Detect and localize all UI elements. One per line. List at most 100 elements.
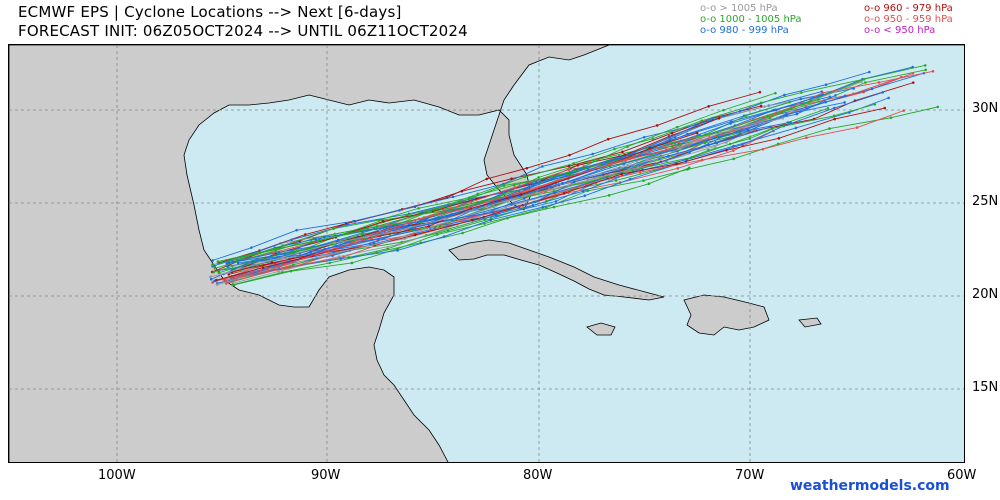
map-title-line-1: ECMWF EPS | Cyclone Locations --> Next [… [18, 3, 402, 21]
track-point [670, 144, 674, 148]
track-point [476, 192, 480, 196]
track-point [586, 178, 590, 182]
track-point [687, 166, 691, 170]
legend-label: < 950 hPa [883, 25, 936, 36]
track-point [769, 125, 773, 129]
track-point [732, 157, 736, 161]
track-point [323, 247, 327, 251]
lon-label-100w: 100W [98, 468, 136, 483]
track-point [758, 90, 762, 94]
track-point [266, 269, 270, 273]
track-point [642, 135, 646, 139]
ensemble-track [233, 97, 889, 280]
track-point [759, 104, 763, 108]
track-point [843, 94, 847, 98]
track-point [744, 114, 748, 117]
track-point [219, 272, 223, 276]
track-point [552, 205, 556, 209]
track-point [384, 240, 388, 244]
track-point [826, 107, 830, 110]
track-point [873, 102, 877, 106]
track-point [535, 191, 538, 195]
track-point [281, 271, 284, 274]
track-point [513, 186, 517, 189]
track-point [333, 241, 336, 245]
track-point [396, 249, 399, 252]
track-point [783, 93, 786, 97]
track-point [799, 97, 803, 101]
track-point [761, 147, 765, 151]
track-point [350, 261, 354, 265]
track-point [828, 127, 831, 130]
track-point [692, 136, 696, 139]
track-point [795, 112, 799, 116]
track-point [631, 168, 634, 172]
track-point [648, 146, 652, 150]
track-point [370, 236, 374, 240]
track-point [479, 201, 483, 204]
legend-item-1000-1005: o-o 1000 - 1005 hPa [700, 14, 802, 25]
track-point [707, 105, 711, 108]
land-jamaica [586, 322, 616, 336]
ensemble-track [220, 117, 783, 275]
track-point [211, 263, 214, 267]
track-point [852, 92, 855, 96]
track-point [863, 81, 867, 84]
track-point [467, 206, 471, 209]
track-point [435, 233, 439, 236]
land-north-america [9, 45, 964, 462]
track-point [531, 204, 535, 207]
track-point [442, 235, 446, 238]
track-point [451, 195, 455, 199]
credit-watermark[interactable]: weathermodels.com [790, 478, 950, 494]
track-point [532, 183, 535, 186]
ensemble-track [228, 82, 914, 275]
map-panel[interactable] [8, 44, 965, 463]
track-point [450, 218, 454, 221]
legend-symbol: o-o [864, 25, 881, 36]
track-point [766, 114, 770, 118]
track-point [576, 163, 580, 167]
track-point [573, 169, 577, 173]
track-point [887, 96, 890, 100]
lon-label-70w: 70W [735, 468, 765, 483]
track-point [648, 149, 651, 153]
legend-symbol: o-o [864, 3, 881, 14]
track-point [728, 142, 732, 146]
legend-item-960-979: o-o 960 - 979 hPa [864, 3, 953, 14]
track-point [676, 167, 680, 170]
track-point [375, 224, 379, 228]
track-point [390, 230, 393, 234]
track-point [642, 179, 645, 182]
track-point [227, 261, 231, 265]
track-point [763, 105, 766, 108]
track-point [224, 282, 228, 285]
track-point [512, 183, 516, 187]
track-point [567, 164, 571, 168]
track-point [670, 131, 674, 135]
track-point [561, 181, 564, 185]
track-point [568, 153, 571, 157]
track-point [703, 141, 707, 145]
cyclone-track-map [9, 45, 964, 462]
track-point [618, 156, 622, 160]
track-point [397, 243, 401, 246]
track-point [225, 262, 229, 265]
track-point [310, 252, 313, 255]
track-point [820, 93, 824, 97]
legend-item-lt-950: o-o < 950 hPa [864, 25, 935, 36]
track-point [606, 137, 610, 141]
track-point [285, 266, 288, 269]
legend-label: > 1005 hPa [719, 3, 778, 14]
track-point [352, 219, 355, 223]
track-point [277, 270, 280, 273]
track-point [781, 117, 784, 120]
track-point [621, 150, 624, 154]
track-point [323, 254, 327, 257]
track-point [541, 205, 545, 209]
track-point [748, 137, 752, 140]
track-point [235, 258, 239, 262]
track-point [843, 101, 846, 104]
track-point [638, 170, 642, 174]
legend-item-980-999: o-o 980 - 999 hPa [700, 25, 789, 36]
